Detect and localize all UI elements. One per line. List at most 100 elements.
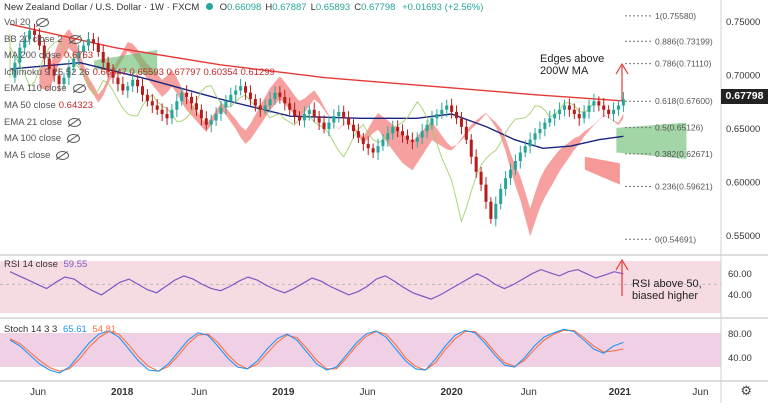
hidden-eye-icon[interactable]: [72, 84, 86, 94]
candle-body: [430, 118, 434, 125]
stoch-d-value: 54.81: [92, 324, 117, 335]
candle-body: [455, 111, 459, 119]
indicator-row[interactable]: MA 50 close 0.64323: [4, 100, 93, 111]
candle-body: [494, 203, 498, 219]
indicator-label: MA 200 close: [4, 50, 62, 62]
hidden-eye-icon[interactable]: [56, 150, 70, 160]
candle-body: [244, 86, 248, 93]
candle-body: [150, 101, 154, 106]
stoch-k-line: [9, 328, 624, 374]
candle-body: [366, 143, 370, 149]
candle-body: [621, 99, 625, 106]
candle-body: [435, 114, 439, 119]
candle-body: [582, 111, 586, 119]
stoch-tick-label: 80.00: [728, 329, 752, 340]
indicator-row[interactable]: BB 20 close 2: [4, 34, 82, 45]
candle-body: [155, 105, 159, 110]
candle-body: [190, 96, 194, 104]
candle-body: [592, 101, 596, 106]
fib-level-label: 0(0.54691): [655, 234, 696, 244]
candle-body: [396, 126, 400, 132]
indicator-row[interactable]: Ichimoku 9 26 52 26 0.66547 0.65593 0.677…: [4, 67, 275, 78]
indicator-value: 0.6763: [64, 50, 94, 62]
indicator-row[interactable]: EMA 110 close: [4, 83, 86, 94]
y-tick-label: 0.65000: [726, 124, 760, 135]
change-value: +0.01693 (+2.56%): [402, 2, 484, 13]
ohlc-value-c: 0.67798: [361, 2, 396, 13]
settings-gear-icon[interactable]: ⚙: [740, 383, 752, 398]
ohlc-values: O0.66098 H0.67887 L0.65893 C0.67798: [220, 2, 400, 13]
annotation-text-line: RSI above 50,: [632, 278, 702, 290]
indicator-row[interactable]: Vol 20: [4, 17, 50, 28]
indicator-label: BB 20 close 2: [4, 33, 63, 45]
candle-body: [332, 116, 336, 123]
candle-body: [219, 107, 223, 115]
indicator-row[interactable]: MA 100 close: [4, 133, 81, 145]
candle-body: [170, 109, 174, 119]
candle-body: [327, 122, 331, 129]
hidden-eye-icon[interactable]: [67, 134, 81, 144]
fib-level-label: 0.382(0.62671): [655, 149, 713, 159]
indicator-row[interactable]: MA 200 close 0.6763: [4, 50, 93, 61]
candle-body: [175, 101, 179, 110]
candle-body: [57, 75, 61, 85]
ichimoku-cloud-future: [616, 122, 687, 159]
stoch-tick-label: 40.00: [728, 353, 752, 364]
candle-body: [322, 122, 326, 129]
rsi-line: [9, 268, 624, 300]
stoch-legend: Stoch 14 3 3 65.61 54.81: [4, 324, 116, 335]
indicator-label: Ichimoku 9 26 52 26: [4, 66, 90, 78]
candle-body: [597, 101, 601, 106]
candle-body: [77, 51, 81, 59]
fib-level-label: 0.618(0.67600): [655, 96, 713, 106]
hidden-eye-icon[interactable]: [68, 34, 82, 44]
candle-body: [562, 105, 567, 110]
candle-body: [42, 45, 46, 59]
candle-body: [347, 118, 351, 125]
candle-body: [464, 126, 468, 140]
ohlc-value-h: 0.67887: [272, 2, 307, 13]
candle-body: [23, 39, 27, 48]
candle-body: [513, 161, 517, 170]
candle-body: [204, 118, 208, 125]
indicator-row[interactable]: EMA 21 close: [4, 117, 82, 128]
candle-body: [47, 58, 51, 70]
candle-body: [96, 43, 100, 52]
x-tick-label: 2020: [441, 387, 464, 398]
indicator-value: 0.66547 0.65593 0.67797 0.60354 0.61299: [92, 66, 275, 78]
candle-body: [376, 146, 380, 153]
candle-body: [602, 105, 606, 110]
annotation-text-line: Edges above: [540, 53, 604, 65]
candle-body: [440, 109, 444, 115]
indicator-label: MA 100 close: [4, 133, 62, 145]
candle-body: [72, 58, 76, 67]
candle-body: [450, 105, 454, 112]
chart-header: New Zealand Dollar / U.S. Dollar · 1W · …: [4, 2, 483, 13]
rsi-label[interactable]: RSI 14 close: [4, 259, 58, 270]
ma50-line: [9, 61, 624, 150]
hidden-eye-icon[interactable]: [68, 117, 82, 127]
candle-body: [116, 77, 120, 85]
candle-body: [386, 133, 390, 140]
ohlc-value-l: 0.65893: [315, 2, 351, 13]
candle-body: [136, 79, 140, 87]
ma200-line: [9, 23, 624, 102]
candle-body: [62, 77, 66, 85]
candle-body: [401, 131, 405, 136]
y-tick-label: 0.55000: [726, 231, 760, 242]
symbol-title[interactable]: New Zealand Dollar / U.S. Dollar · 1W · …: [4, 2, 200, 13]
candle-body: [37, 34, 41, 46]
candle-body: [253, 99, 257, 106]
hidden-eye-icon[interactable]: [36, 18, 50, 27]
candle-body: [194, 103, 198, 110]
x-tick-label: Jun: [30, 387, 46, 398]
indicator-row[interactable]: MA 5 close: [4, 150, 70, 161]
candle-body: [214, 114, 218, 121]
ichimoku-lagging-span: [9, 33, 595, 224]
candle-body: [293, 109, 297, 117]
candle-body: [91, 39, 95, 44]
candle-body: [18, 47, 22, 63]
candle-body: [28, 30, 32, 40]
stoch-label[interactable]: Stoch 14 3 3: [4, 324, 58, 335]
